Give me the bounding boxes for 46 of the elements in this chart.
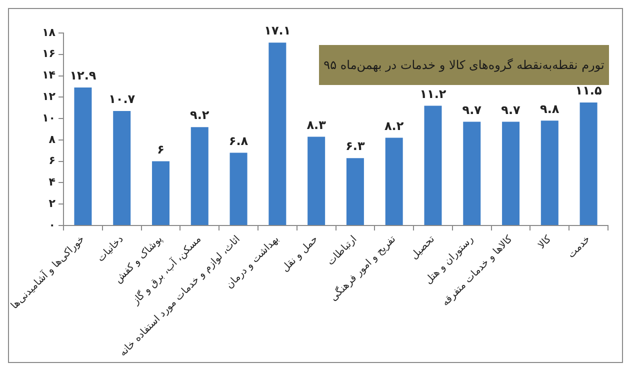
bar [230,152,248,225]
data-label: ۹.۲ [190,108,210,122]
x-tick-label: ارتباطات [325,234,360,268]
data-label: ۹.۸ [540,102,560,116]
text: تورم نقطه‌به‌نقطه گروه‌های کالا و خدمات در بهمن‌ماه ۹۵ [319,45,609,85]
bar [346,158,364,225]
y-tick-label: ۱۲ [42,90,56,104]
data-label: ۱۱.۵ [575,84,602,98]
data-label: ۸.۲ [384,118,404,133]
y-tick-label: ۰ [48,218,56,232]
y-tick-label: ۱۴ [42,68,56,82]
data-label: ۱۰.۷ [108,92,136,106]
bar [152,161,170,225]
bar [580,102,598,225]
data-label: ۶ [157,142,164,156]
y-tick-label: ۸ [48,132,56,146]
bar [268,42,286,225]
data-label: ۸.۳ [306,118,327,132]
x-tick-label: دخانیات [95,234,126,264]
x-tick-label: خوراکی‌ها و آشامیدنی‌ها [8,232,87,312]
y-tick-label: ۶ [48,154,56,168]
data-label: ۶.۸ [228,134,249,148]
bar [308,136,326,225]
bar [113,111,131,225]
data-label: ۹.۷ [501,102,522,117]
bar [74,88,92,225]
y-tick-label: ۱۰ [42,111,56,124]
data-label: ۹.۷ [462,102,482,117]
bar [502,122,520,225]
bar [540,120,558,225]
y-tick-label: ۲ [48,196,56,210]
data-label: ۱۱.۲ [420,86,447,101]
data-label: ۱۷.۱ [264,24,291,38]
x-tick-label: تحصیل [409,234,438,262]
bar [424,106,442,225]
bar [190,127,208,225]
y-tick-label: ۴ [48,176,56,189]
y-tick-label: ۱۶ [42,47,56,60]
data-label: ۱۲.۹ [70,68,97,83]
y-tick-label: ۱۸ [42,26,56,39]
x-tick-label: خدمت [566,234,593,260]
x-tick-label: حمل و نقل [280,234,320,274]
data-label: ۶.۳ [346,139,366,154]
x-tick-label: کالا [536,234,554,252]
bar [463,122,481,225]
bar [385,138,403,225]
